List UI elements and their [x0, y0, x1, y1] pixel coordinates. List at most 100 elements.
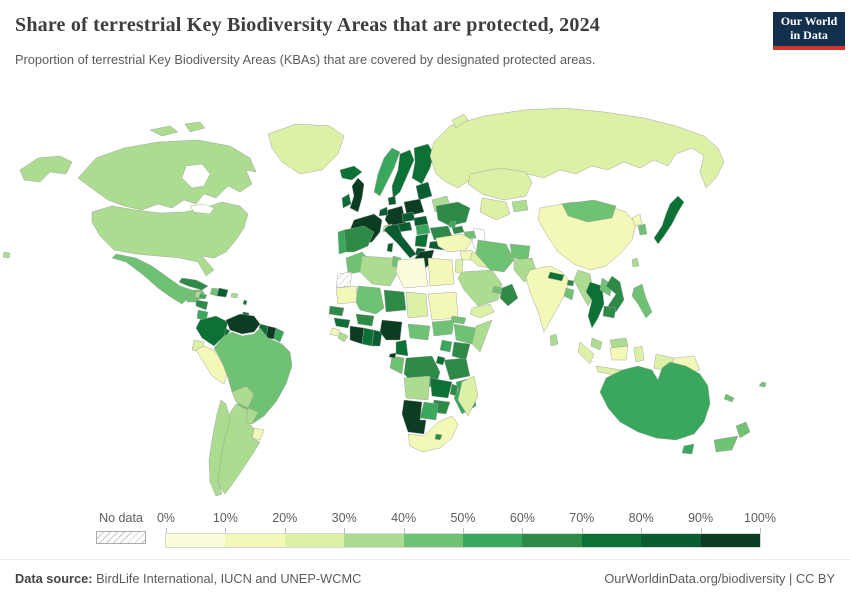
region-fiji[interactable]: Fiji: 40-50%: [758, 381, 767, 388]
region-afghanistan[interactable]: Afghanistan: 40-50%: [509, 243, 531, 261]
region-sri-lanka[interactable]: Sri Lanka: 30-40%: [549, 333, 559, 347]
region-south-sudan[interactable]: South Sudan: 40-50%: [431, 319, 455, 337]
region-cameroon[interactable]: Cameroon: 70-80%: [395, 339, 409, 357]
region-kazakhstan[interactable]: Kazakhstan: 20-30%: [467, 167, 533, 201]
region-algeria[interactable]: Algeria: 30-40%: [359, 255, 399, 287]
region-bangladesh[interactable]: Bangladesh: 40-50%: [563, 287, 575, 301]
region-sierra-leone[interactable]: Sierra Leone: 10-20%: [329, 327, 341, 337]
region-philippines[interactable]: Philippines: 40-50%: [631, 283, 653, 319]
region-hungary[interactable]: Hungary: 50-60%: [415, 223, 431, 236]
region-mauritania[interactable]: Mauritania: 10-20%: [335, 285, 359, 305]
region-namibia[interactable]: Namibia: 90-100%: [401, 399, 427, 435]
region-puerto-rico[interactable]: Puerto Rico: 30-40%: [230, 292, 239, 299]
owid-logo[interactable]: Our World in Data: [773, 12, 845, 50]
region-norway[interactable]: Norway: 50-60%: [373, 147, 401, 197]
region-taiwan[interactable]: Taiwan: 30-40%: [631, 257, 640, 268]
legend-color-bar[interactable]: [165, 533, 761, 548]
region-alaska[interactable]: Alaska (United States): 30-40%: [19, 155, 73, 183]
region-myanmar[interactable]: Myanmar: 30-40%: [573, 269, 595, 307]
region-uk[interactable]: United Kingdom: 90-100%: [349, 177, 365, 213]
legend-color-segment[interactable]: [225, 534, 285, 547]
region-honduras[interactable]: Honduras: 60-70%: [195, 299, 209, 311]
region-nepal[interactable]: Nepal: 70-80%: [547, 271, 565, 282]
region-mongolia[interactable]: Mongolia: 40-50%: [561, 199, 617, 223]
region-denmark[interactable]: Denmark: 80-90%: [387, 195, 397, 206]
region-south-africa[interactable]: South Africa: 10-20%: [407, 415, 459, 453]
region-japan[interactable]: Japan: 70-80%: [653, 195, 685, 245]
region-jamaica[interactable]: Jamaica: 50-60%: [198, 293, 208, 300]
region-sweden[interactable]: Sweden: 70-80%: [391, 149, 415, 199]
region-sumatra[interactable]: Indonesia (Sumatra): 20-30%: [577, 341, 595, 365]
region-arctic-islands[interactable]: Canada (Arctic islands): 30-40%: [184, 121, 206, 133]
region-french-guiana[interactable]: French Guiana: 50-60%: [273, 327, 285, 343]
region-new-zealand-south[interactable]: New Zealand (South Island): 40-50%: [713, 435, 739, 453]
region-somalia[interactable]: Somalia: 30-40%: [471, 319, 493, 353]
region-lesser-antilles[interactable]: Lesser Antilles: 70-80%: [242, 299, 248, 306]
region-levant[interactable]: Israel / Jordan: 20-30%: [454, 258, 464, 275]
region-turkey[interactable]: Turkey: 10-20%: [435, 233, 473, 253]
region-madagascar[interactable]: Madagascar: 20-30%: [457, 375, 479, 417]
legend-color-segment[interactable]: [166, 534, 226, 547]
region-cambodia[interactable]: Cambodia: 60-70%: [602, 305, 617, 319]
region-brazil[interactable]: Brazil: 40-50%: [213, 327, 293, 425]
region-chad[interactable]: Chad: 20-30%: [405, 291, 429, 319]
region-saudi-arabia[interactable]: Saudi Arabia: 30-40%: [457, 269, 503, 307]
legend-color-segment[interactable]: [522, 534, 582, 547]
region-equatorial-guinea[interactable]: Equatorial Guinea: 90-100%: [388, 352, 397, 359]
region-arctic-islands[interactable]: Canada (Arctic islands): 30-40%: [149, 125, 179, 137]
legend-color-segment[interactable]: [641, 534, 701, 547]
region-eritrea[interactable]: Eritrea: 40-50%: [450, 315, 467, 325]
region-malaysia[interactable]: Malaysia (peninsula): 30-40%: [590, 337, 603, 351]
region-tanzania[interactable]: Tanzania: 60-70%: [443, 357, 471, 381]
region-senegal[interactable]: Senegal: 60-70%: [328, 305, 345, 317]
region-uganda[interactable]: Uganda: 50-60%: [439, 339, 453, 353]
region-spain[interactable]: Spain: 60-70%: [343, 225, 375, 253]
region-libya[interactable]: Libya: 0-10%: [395, 257, 429, 289]
region-egypt[interactable]: Egypt: 10-20%: [427, 257, 455, 287]
region-sudan[interactable]: Sudan: 10-20%: [427, 291, 459, 321]
legend-color-segment[interactable]: [581, 534, 642, 547]
legend-color-segment[interactable]: [700, 534, 760, 547]
region-peru[interactable]: Peru: 10-20%: [195, 345, 229, 385]
region-moldova[interactable]: Moldova: 50-60%: [448, 220, 457, 229]
legend-color-segment[interactable]: [403, 534, 463, 547]
footer-link[interactable]: OurWorldinData.org/biodiversity | CC BY: [604, 571, 835, 586]
region-baltic-states[interactable]: Baltic states: 80-90%: [415, 181, 433, 201]
region-tasmania[interactable]: Australia (Tasmania): 50-60%: [681, 443, 695, 455]
region-bolivia[interactable]: Bolivia: 30-40%: [231, 385, 255, 409]
region-niger[interactable]: Niger: 60-70%: [383, 289, 407, 313]
region-thailand[interactable]: Thailand: 70-80%: [585, 281, 605, 329]
region-serbia[interactable]: Serbia: 70-80%: [414, 233, 429, 248]
region-botswana[interactable]: Botswana: 50-60%: [419, 401, 439, 421]
region-novaya-zemlya[interactable]: Russia (Novaya Zemlya): 20-30%: [451, 113, 469, 129]
region-ivory-coast[interactable]: Côte d'Ivoire: 90-100%: [349, 325, 365, 345]
region-ukraine[interactable]: Ukraine: 60-70%: [435, 201, 471, 227]
region-italy[interactable]: Italy: 80-90%: [383, 223, 417, 259]
region-congo-gabon[interactable]: Congo / Gabon: 40-50%: [389, 355, 405, 375]
region-colombia[interactable]: Colombia: 70-80%: [195, 315, 229, 347]
region-hawaii[interactable]: Hawaii (United States): 30-40%: [2, 251, 11, 259]
region-chile[interactable]: Chile: 30-40%: [208, 399, 231, 497]
region-poland[interactable]: Poland: 90-100%: [403, 198, 425, 217]
region-greenland[interactable]: Greenland: 20-30%: [267, 123, 345, 175]
legend-no-data-swatch[interactable]: [96, 531, 146, 544]
region-kalimantan[interactable]: Indonesia (Kalimantan): 10-20%: [609, 345, 629, 361]
region-czechia[interactable]: Czechia: 80-90%: [401, 211, 416, 223]
region-canada[interactable]: Canada: 30-40%: [77, 139, 257, 211]
region-nigeria[interactable]: Nigeria: 90-100%: [379, 319, 403, 341]
region-rwanda-burundi[interactable]: Rwanda / Burundi: 70-80%: [435, 355, 446, 366]
region-finland[interactable]: Finland: 70-80%: [411, 143, 435, 185]
region-ireland[interactable]: Ireland: 70-80%: [341, 193, 352, 209]
region-uae[interactable]: United Arab Emirates: 40-50%: [491, 285, 503, 295]
region-dominican-republic[interactable]: Dominican Republic: 80-90%: [216, 287, 229, 298]
region-south-korea[interactable]: South Korea: 40-50%: [637, 223, 648, 236]
region-new-zealand-north[interactable]: New Zealand (North Island): 40-50%: [735, 421, 751, 439]
region-sulawesi[interactable]: Indonesia (Sulawesi): 20-30%: [633, 345, 645, 363]
region-sardinia[interactable]: Italy (Sardinia): 80-90%: [386, 242, 394, 253]
region-australia[interactable]: Australia: 50-60%: [599, 361, 711, 441]
region-iran[interactable]: Iran: 40-50%: [475, 239, 515, 273]
region-north-korea[interactable]: North Korea: 10-20%: [631, 213, 643, 227]
region-guinea[interactable]: Guinea: 70-80%: [333, 317, 351, 329]
region-mexico[interactable]: Mexico: 40-50%: [111, 253, 207, 305]
legend-color-segment[interactable]: [462, 534, 523, 547]
